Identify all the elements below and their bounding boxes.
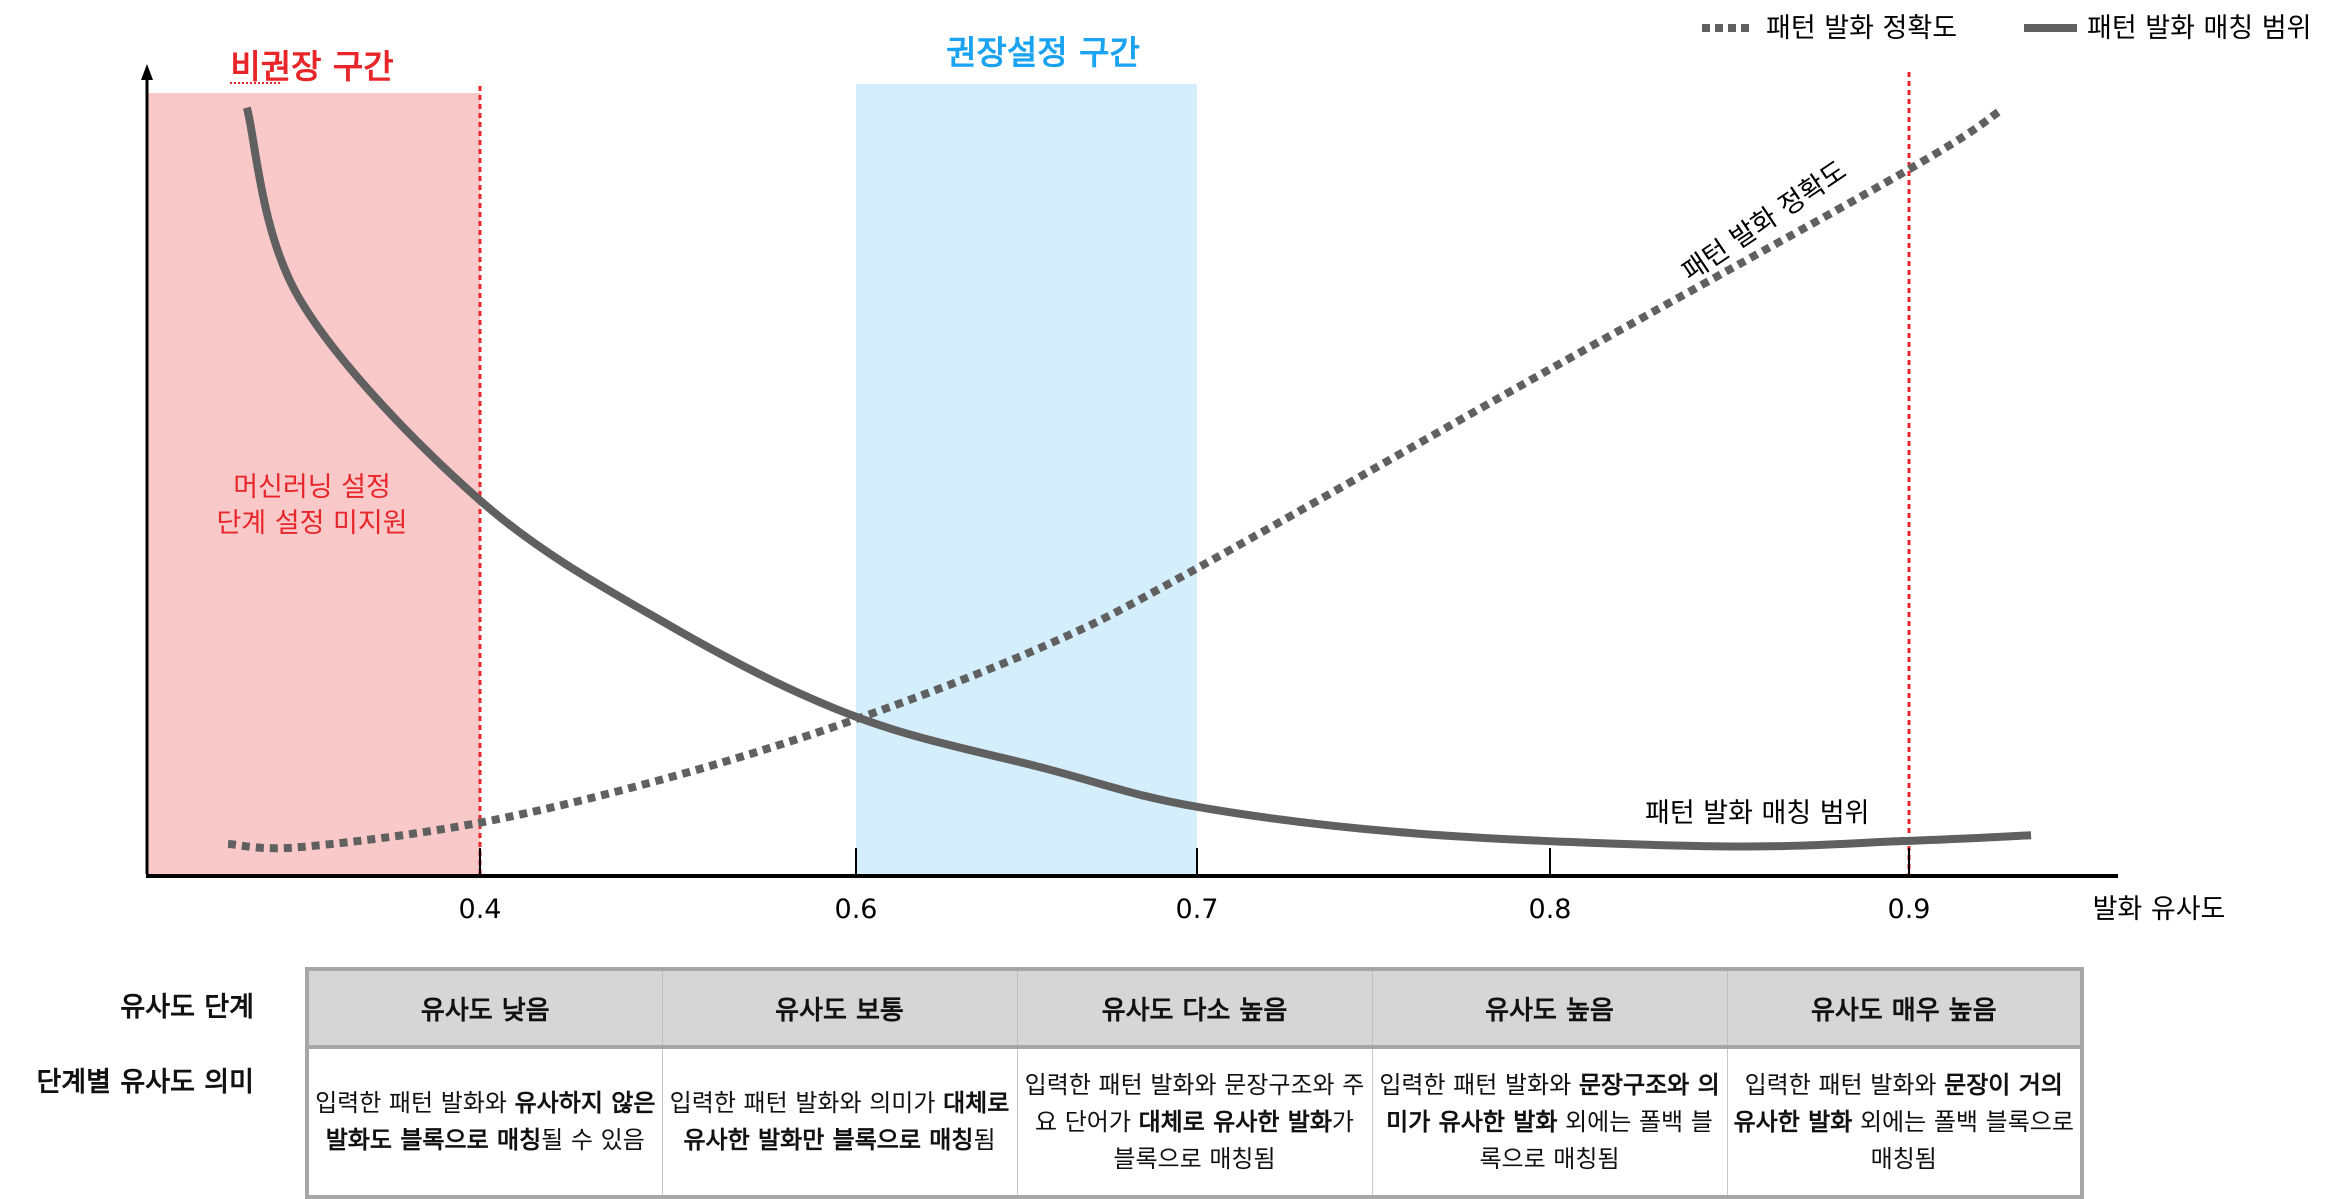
meaning-emphasis: 대체로 유사한 발화만 블록으로 매칭 (683, 1089, 1010, 1154)
similarity-level-table: 유사도 낮음 유사도 보통 유사도 다소 높음 유사도 높음 유사도 매우 높음 입력한… (305, 967, 2084, 1199)
accuracy-curve (227, 105, 2005, 853)
meaning-text: 입력한 패턴 발화와 (315, 1089, 515, 1117)
meaning-emphasis: 유사하지 않은 발화도 블록으로 매칭 (325, 1089, 656, 1154)
meaning-text: 가 블록으로 매칭됨 (1113, 1107, 1355, 1173)
legend-matching-label: 패턴 발화 매칭 범위 (2087, 13, 2311, 44)
meaning-text: 됨 (973, 1126, 996, 1154)
level-meaning-5: 입력한 패턴 발화와 문장이 거의 유사한 발화 외에는 폴백 블록으로 매칭됨 (1726, 1046, 2083, 1198)
row-label-meaning: 단계별 유사도 의미 (36, 1067, 254, 1098)
similarity-chart: 0.4 0.6 0.7 0.8 0.9 발화 유사도 비권장 구간 권장설정 구간 머신… (141, 13, 2311, 925)
meaning-text: 외에는 폴백 블록으로 매칭됨 (1852, 1107, 2074, 1173)
meaning-text: 외에는 폴백 블록으로 매칭됨 (1479, 1107, 1713, 1173)
meaning-text: 입력한 패턴 발화와 문장구조와 주요 단어가 (1024, 1070, 1365, 1136)
meaning-emphasis: 대체로 유사한 발화 (1138, 1107, 1332, 1136)
y-axis-arrow-icon (141, 64, 153, 80)
matching-curve (243, 106, 2032, 851)
matching-curve-label: 패턴 발화 매칭 범위 (1645, 798, 1869, 829)
level-header-1: 유사도 낮음 (306, 968, 663, 1049)
x-tick-label: 0.7 (1176, 894, 1219, 925)
meaning-text: 입력한 패턴 발화와 (1744, 1070, 1945, 1099)
recommended-zone (856, 84, 1197, 874)
level-meaning-4: 입력한 패턴 발화와 문장구조와 의미가 유사한 발화 외에는 폴백 블록으로 … (1371, 1046, 1728, 1198)
recommended-title: 권장설정 구간 (946, 33, 1140, 72)
meaning-text: 입력한 패턴 발화와 의미가 (669, 1089, 944, 1117)
not-recommended-note-2: 단계 설정 미지원 (216, 508, 407, 539)
level-meaning-3: 입력한 패턴 발화와 문장구조와 주요 단어가 대체로 유사한 발화가 블록으로… (1016, 1046, 1373, 1198)
table-header-row: 유사도 낮음 유사도 보통 유사도 다소 높음 유사도 높음 유사도 매우 높음 (306, 968, 2083, 1049)
accuracy-curve-label: 패턴 발화 정확도 (1677, 155, 1853, 288)
meaning-emphasis: 문장구조와 의미가 유사한 발화 (1386, 1070, 1720, 1136)
x-tick-label: 0.8 (1529, 894, 1572, 925)
x-tick-label: 0.4 (459, 894, 502, 925)
legend-accuracy-label: 패턴 발화 정확도 (1766, 13, 1957, 44)
x-axis-label: 발화 유사도 (2093, 894, 2226, 925)
level-header-3: 유사도 다소 높음 (1016, 968, 1373, 1049)
legend: 패턴 발화 정확도 패턴 발화 매칭 범위 (1702, 13, 2311, 44)
level-meaning-1: 입력한 패턴 발화와 유사하지 않은 발화도 블록으로 매칭될 수 있음 (306, 1046, 663, 1198)
meaning-text: 될 수 있음 (541, 1126, 645, 1154)
table-row: 입력한 패턴 발화와 유사하지 않은 발화도 블록으로 매칭될 수 있음 입력한 … (306, 1046, 2083, 1198)
x-tick-label: 0.9 (1888, 894, 1931, 925)
row-label-level: 유사도 단계 (120, 992, 254, 1023)
level-meaning-2: 입력한 패턴 발화와 의미가 대체로 유사한 발화만 블록으로 매칭됨 (661, 1046, 1018, 1198)
not-recommended-zone (147, 93, 480, 874)
meaning-text: 입력한 패턴 발화와 (1379, 1070, 1579, 1099)
level-header-4: 유사도 높음 (1371, 968, 1728, 1049)
not-recommended-note-1: 머신러닝 설정 (233, 472, 391, 503)
x-tick-label: 0.6 (835, 894, 878, 925)
meaning-emphasis: 문장이 거의 유사한 발화 (1733, 1070, 2063, 1136)
level-header-5: 유사도 매우 높음 (1726, 968, 2083, 1049)
level-header-2: 유사도 보통 (661, 968, 1018, 1049)
not-recommended-title: 비권장 구간 (230, 47, 393, 86)
